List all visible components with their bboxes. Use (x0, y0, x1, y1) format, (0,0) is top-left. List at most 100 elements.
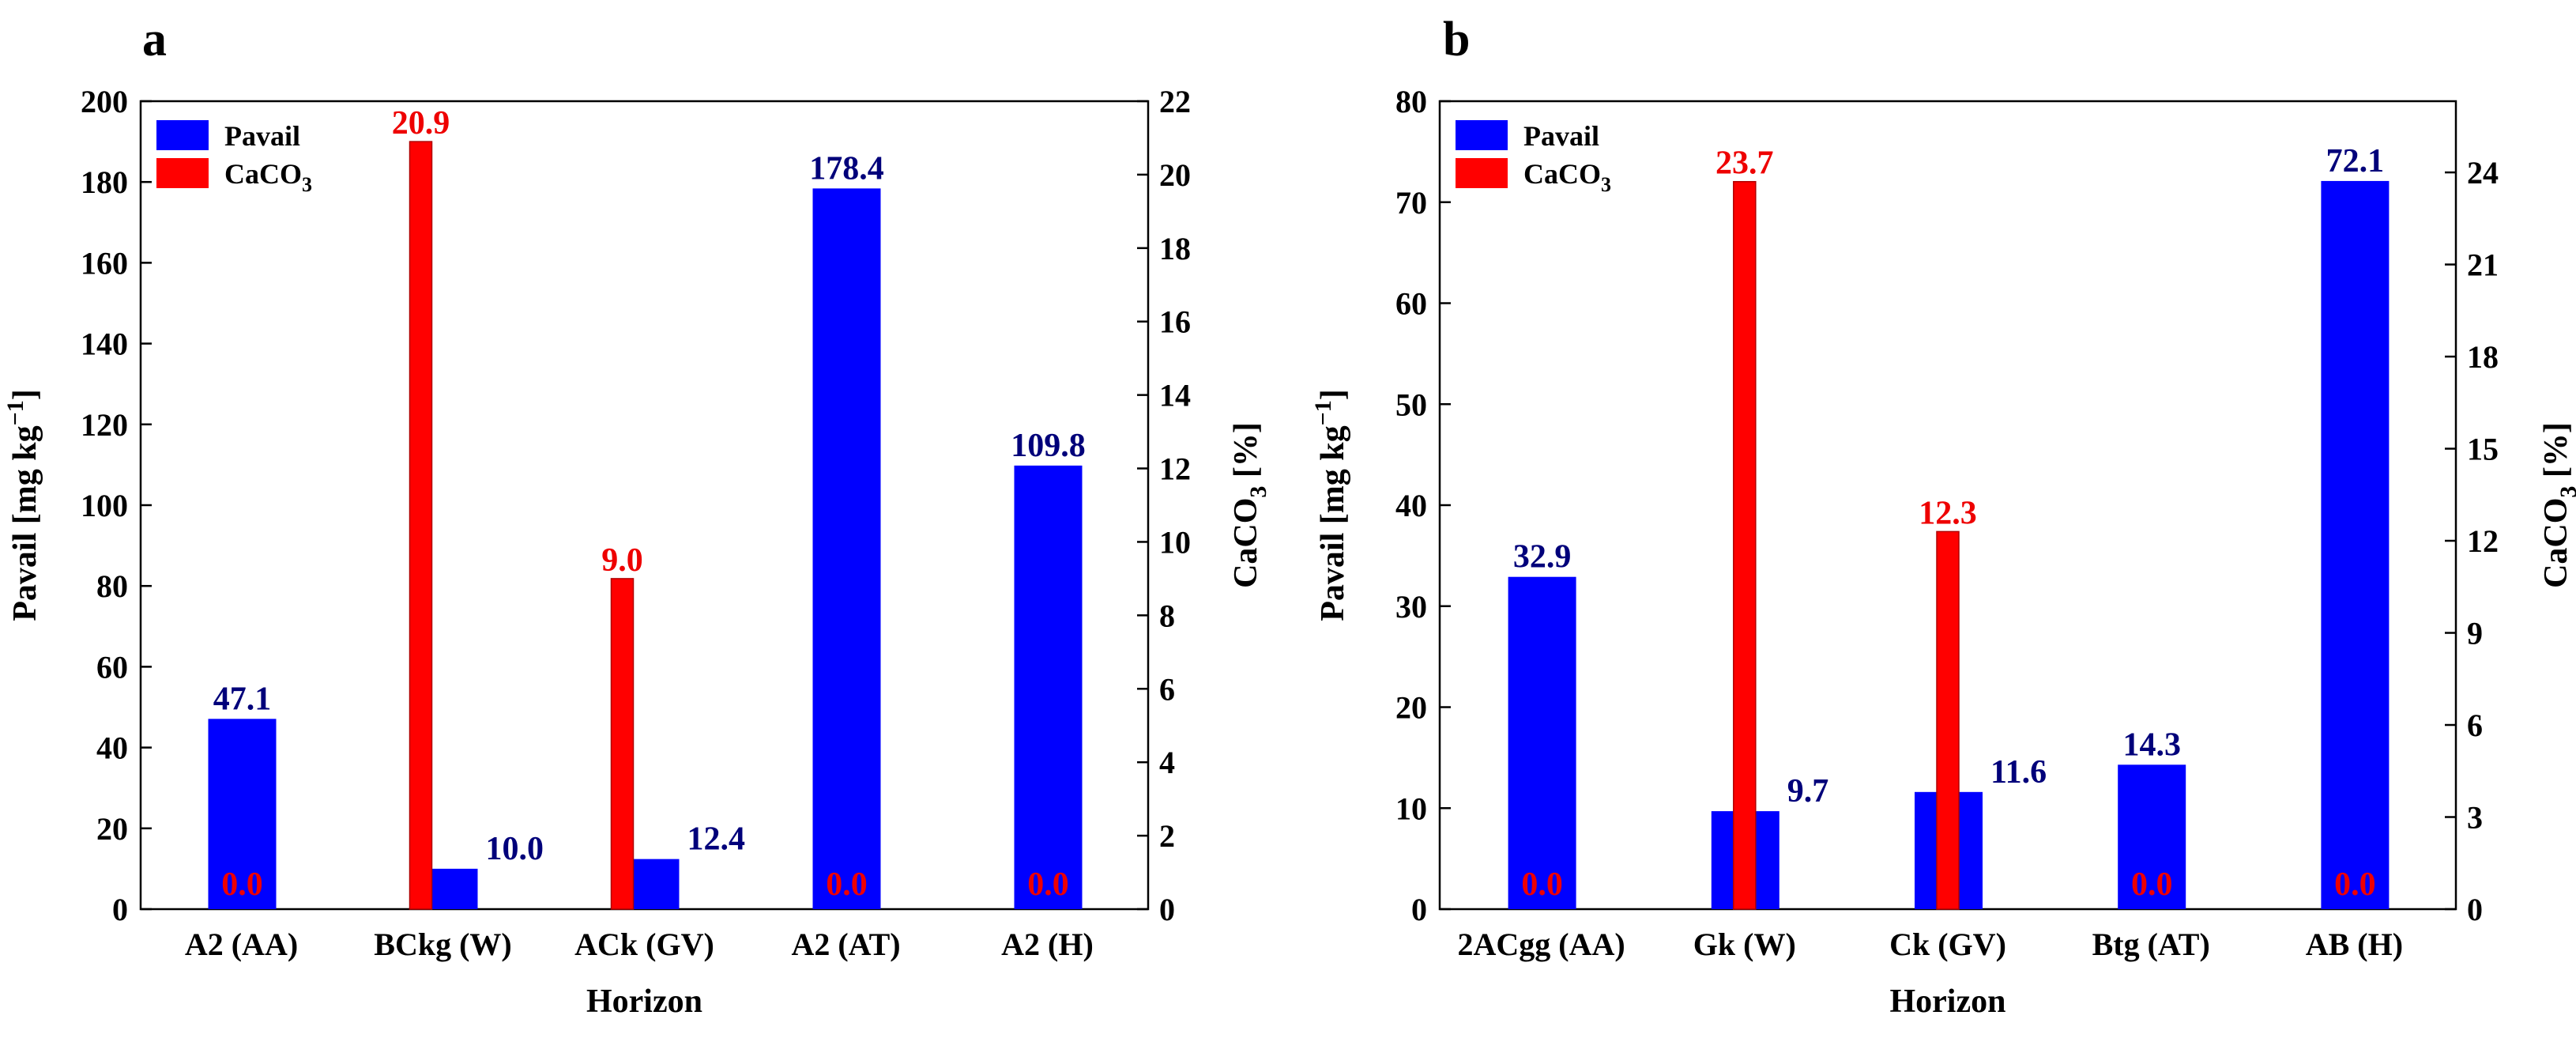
y2-tick-label: 12 (2467, 523, 2499, 559)
y2-tick-label: 10 (1159, 524, 1191, 560)
y2-tick-label: 0 (2467, 892, 2483, 927)
plot-frame (139, 100, 1150, 911)
x-tick-label: BCkg (W) (374, 927, 511, 962)
x-tick-label: Gk (W) (1693, 927, 1796, 962)
y-axis-label-superscript: −1 (1310, 400, 1336, 425)
pavail-value-label: 14.3 (2122, 727, 2181, 763)
y-tick-label: 50 (1395, 387, 1427, 422)
caco3-value-label: 20.9 (392, 105, 450, 142)
y-tick-label: 60 (96, 649, 128, 685)
pavail-value-label: 12.4 (687, 821, 746, 858)
legend-label-subscript: 3 (1601, 173, 1611, 196)
caco3-value-label: 0.0 (826, 866, 868, 903)
caco3-value-label: 0.0 (221, 866, 263, 903)
x-tick-label: A2 (AA) (185, 927, 298, 962)
legend-label-text: CaCO (1523, 158, 1601, 190)
y-axis-label-text: Pavail [mg kg (1315, 425, 1351, 621)
y-tick-label: 160 (81, 245, 128, 281)
pavail-bar (2321, 180, 2390, 910)
legend-swatch (156, 158, 209, 188)
legend-label: Pavail (224, 120, 300, 152)
y2-tick-label: 6 (2467, 708, 2483, 743)
y2-axis-label-text: CaCO (1228, 498, 1264, 588)
legend-label: Pavail (1523, 120, 1599, 152)
y2-tick-label: 6 (1159, 671, 1175, 707)
x-tick-label: A2 (AT) (791, 927, 900, 962)
caco3-bar (1936, 530, 1960, 910)
y-tick-label: 120 (81, 407, 128, 443)
y-tick-label: 40 (96, 730, 128, 766)
x-axis-label: Horizon (586, 983, 702, 1020)
y2-tick-label: 2 (1159, 818, 1175, 854)
y-tick-label: 20 (96, 811, 128, 847)
legend-label: CaCO3 (224, 158, 312, 196)
y2-tick-label: 18 (2467, 339, 2499, 375)
panel-letter: b (1443, 13, 1470, 66)
y-tick-label: 10 (1395, 791, 1427, 826)
y2-tick-label: 0 (1159, 892, 1175, 927)
y-tick-label: 0 (112, 892, 128, 927)
y2-tick-label: 24 (2467, 155, 2499, 191)
y-tick-label: 80 (96, 568, 128, 604)
caco3-value-label: 0.0 (1521, 866, 1563, 903)
y-tick-label: 180 (81, 164, 128, 200)
y2-tick-label: 15 (2467, 432, 2499, 467)
caco3-value-label: 9.0 (601, 542, 643, 579)
legend-label-text: Pavail (224, 120, 300, 152)
legend-swatch (156, 120, 209, 150)
caco3-value-label: 0.0 (1027, 866, 1069, 903)
pavail-bar (2118, 764, 2186, 909)
y-tick-label: 30 (1395, 589, 1427, 625)
caco3-bar (610, 578, 635, 910)
y-tick-label: 20 (1395, 690, 1427, 726)
pavail-value-label: 109.8 (1011, 428, 1086, 464)
caco3-value-label: 12.3 (1919, 495, 1977, 531)
y2-tick-label: 12 (1159, 451, 1191, 487)
pavail-value-label: 10.0 (486, 831, 544, 867)
pavail-bar (812, 188, 881, 910)
legend-swatch (1456, 120, 1508, 150)
y-axis-label-close: ] (1315, 389, 1351, 400)
legend-label-text: CaCO (224, 158, 302, 190)
y-axis-label-close: ] (7, 389, 43, 400)
y2-axis-label-subscript: 3 (1245, 486, 1271, 498)
y2-tick-label: 3 (2467, 800, 2483, 836)
pavail-value-label: 72.1 (2326, 143, 2385, 179)
legend-label-subscript: 3 (302, 173, 312, 196)
legend-label-text: Pavail (1523, 120, 1599, 152)
chart-panel-a: a 0 20 40 60 80 100 120 140 160 180 200 0 2 4 6 8 10 12 14 1… (2, 13, 1271, 1020)
y2-axis-label-text: CaCO (2538, 498, 2574, 588)
y-axis-label: Pavail [mg kg−1] (2, 389, 43, 621)
y2-tick-label: 8 (1159, 598, 1175, 633)
x-tick-label: 2ACgg (AA) (1458, 927, 1625, 962)
chart-panel-b: b 0 10 20 30 40 50 60 70 80 0 3 6 9 12 15 18 21 24 2ACgg (A… (1310, 13, 2576, 1020)
y2-axis-label: CaCO3 [%] (2538, 422, 2576, 588)
y2-axis-label: CaCO3 [%] (1228, 422, 1271, 588)
x-tick-label: Btg (AT) (2092, 927, 2210, 962)
y-tick-label: 80 (1395, 84, 1427, 119)
y-tick-label: 60 (1395, 286, 1427, 322)
y-tick-label: 0 (1411, 892, 1427, 927)
y2-axis-label-subscript: 3 (2555, 486, 2576, 498)
pavail-bar (208, 719, 277, 909)
y2-tick-label: 16 (1159, 304, 1191, 340)
caco3-value-label: 0.0 (2334, 866, 2376, 903)
pavail-value-label: 32.9 (1513, 539, 1572, 576)
y2-tick-label: 9 (2467, 616, 2483, 651)
y2-tick-label: 21 (2467, 247, 2499, 283)
pavail-value-label: 178.4 (809, 150, 884, 187)
y-tick-label: 200 (81, 84, 128, 119)
caco3-bar (1733, 180, 1757, 910)
caco3-bar (409, 141, 433, 910)
y2-tick-label: 18 (1159, 231, 1191, 266)
caco3-value-label: 23.7 (1715, 145, 1774, 182)
pavail-value-label: 47.1 (213, 681, 272, 717)
y2-tick-label: 14 (1159, 378, 1191, 413)
pavail-bar (1508, 576, 1576, 909)
y-tick-label: 40 (1395, 488, 1427, 523)
y2-tick-label: 22 (1159, 84, 1191, 119)
x-tick-label: AB (H) (2306, 927, 2403, 962)
pavail-value-label: 9.7 (1787, 773, 1829, 810)
y-tick-label: 100 (81, 488, 128, 523)
